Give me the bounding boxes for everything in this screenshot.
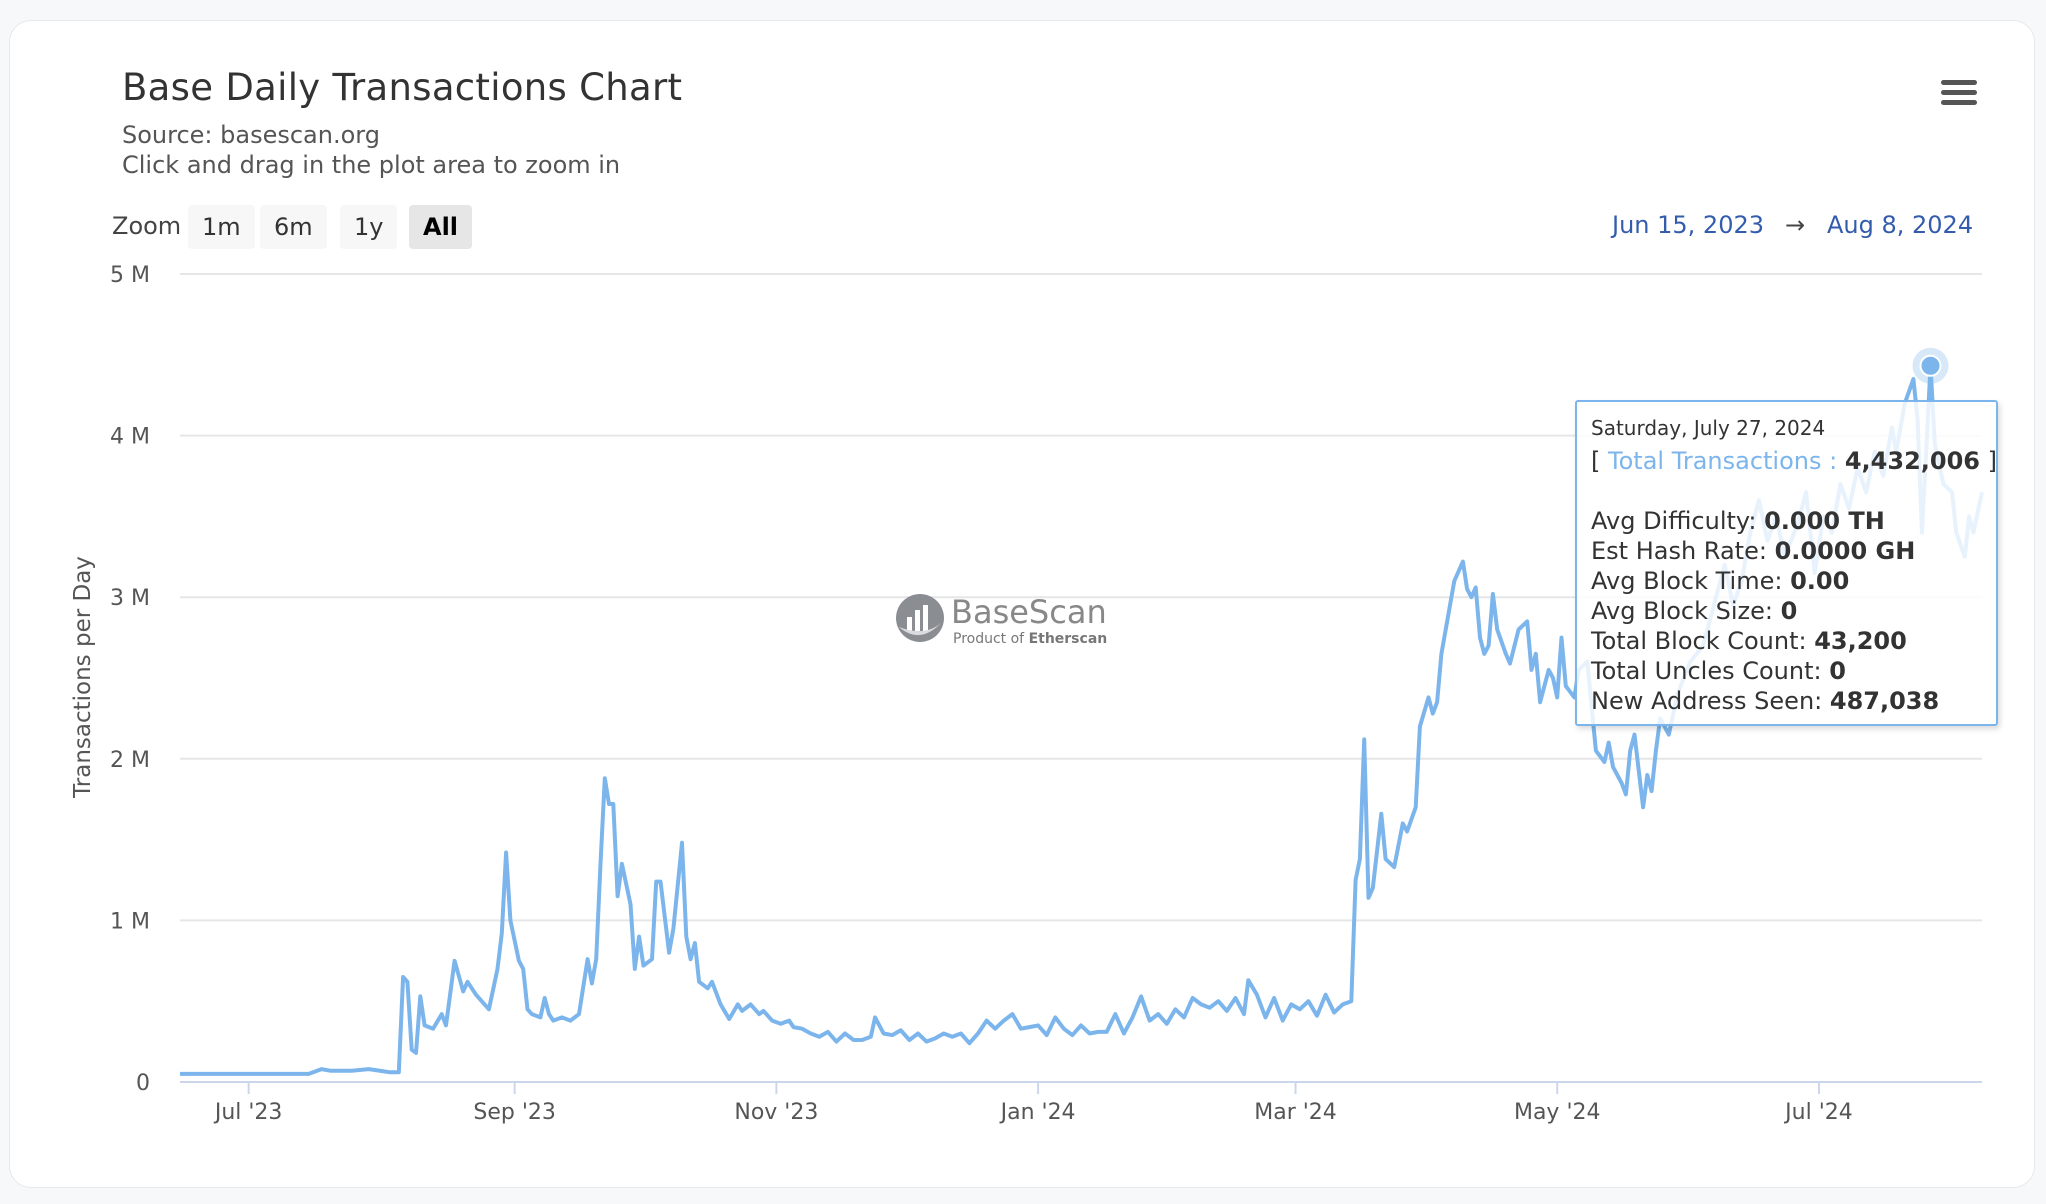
x-tick-label: May '24 — [1514, 1100, 1601, 1125]
zoom-button-1y[interactable]: 1y — [340, 205, 398, 249]
tooltip-row: Est Hash Rate: 0.0000 GH — [1591, 537, 1916, 565]
watermark-tagline: Product of Etherscan — [953, 631, 1108, 647]
tooltip-row: Avg Block Time: 0.00 — [1591, 567, 1850, 595]
highlight-marker — [1919, 354, 1942, 377]
tooltip-date: Saturday, July 27, 2024 — [1591, 416, 1826, 440]
basescan-logo-icon — [896, 594, 944, 642]
tooltip-row: Total Uncles Count: 0 — [1591, 657, 1846, 685]
watermark-name: BaseScan — [951, 593, 1107, 631]
y-tick-label: 5 M — [110, 263, 150, 288]
tooltip-series-row: [ Total Transactions : 4,432,006 ] — [1591, 447, 1998, 475]
y-tick-label: 1 M — [110, 909, 150, 934]
x-tick-label: Jan '24 — [999, 1100, 1076, 1125]
x-tick-label: Jul '24 — [1783, 1100, 1853, 1125]
x-tick-label: Mar '24 — [1254, 1100, 1337, 1125]
x-tick-label: Jul '23 — [213, 1100, 283, 1125]
x-tick-label: Sep '23 — [473, 1100, 556, 1125]
tooltip-row: Avg Difficulty: 0.000 TH — [1591, 507, 1885, 535]
range-from-date[interactable]: Jun 15, 2023 — [1612, 211, 1765, 239]
tooltip: Saturday, July 27, 2024 [ Total Transact… — [1575, 400, 1998, 726]
tooltip-row: Avg Block Size: 0 — [1591, 597, 1798, 625]
tooltip-series-label: Total Transactions : — [1608, 447, 1838, 475]
tooltip-row: Total Block Count: 43,200 — [1591, 627, 1907, 655]
zoom-label: Zoom — [112, 212, 182, 240]
zoom-button-1m[interactable]: 1m — [188, 205, 255, 249]
chart-hint: Click and drag in the plot area to zoom … — [122, 151, 621, 179]
x-axis: Jul '23 Sep '23 Nov '23 Jan '24 Mar '24 May '… — [180, 1081, 1982, 1125]
y-tick-label: 2 M — [110, 748, 150, 773]
menu-icon[interactable] — [1941, 80, 1977, 110]
x-tick-label: Nov '23 — [734, 1100, 818, 1125]
range-arrow: → — [1785, 211, 1806, 239]
y-tick-label: 3 M — [110, 586, 150, 611]
chart-source: Source: basescan.org — [122, 121, 380, 149]
zoom-button-all[interactable]: All — [409, 205, 473, 249]
y-tick-label: 4 M — [110, 425, 150, 450]
y-axis-label: Transactions per Day — [70, 556, 96, 799]
tooltip-row: New Address Seen: 487,038 — [1591, 687, 1940, 715]
series-line-total-transactions — [180, 363, 1984, 1076]
zoom-button-6m[interactable]: 6m — [260, 205, 327, 249]
chart-title: Base Daily Transactions Chart — [122, 66, 683, 109]
y-tick-label: 0 — [136, 1071, 150, 1096]
range-to-date[interactable]: Aug 8, 2024 — [1827, 211, 1974, 239]
highlight-point — [1912, 347, 1949, 384]
y-axis-ticks: 0 1 M 2 M 3 M 4 M 5 M — [110, 263, 150, 1096]
tooltip-series-value: 4,432,006 — [1844, 447, 1980, 475]
